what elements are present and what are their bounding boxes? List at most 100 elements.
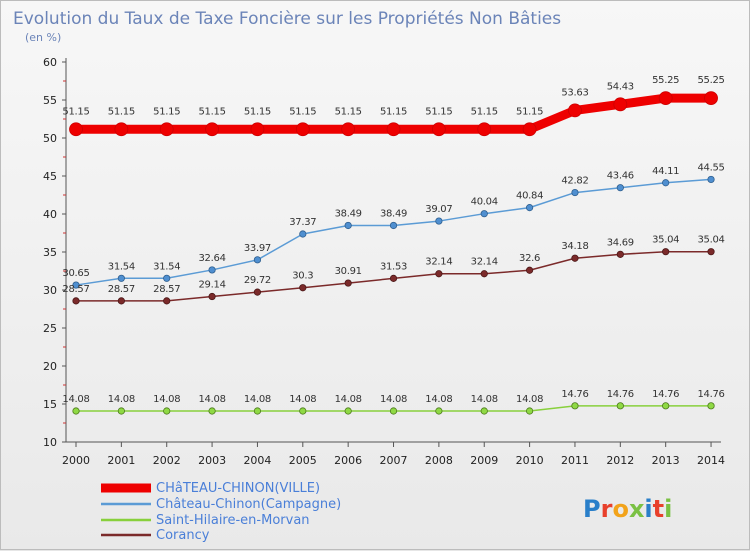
data-point — [159, 122, 174, 137]
logo-letter: i — [644, 495, 652, 523]
data-point — [707, 175, 715, 184]
data-point — [389, 407, 398, 415]
data-label: 44.11 — [652, 166, 679, 177]
data-point — [613, 97, 628, 112]
data-point — [205, 122, 219, 137]
data-label: 14.08 — [153, 394, 180, 405]
data-point — [163, 274, 171, 282]
data-point — [616, 184, 624, 192]
data-point — [117, 297, 125, 305]
x-tick-label: 2011 — [561, 454, 589, 467]
data-label: 37.37 — [289, 217, 316, 228]
data-label: 51.15 — [425, 106, 452, 117]
data-label: 32.14 — [425, 257, 452, 268]
data-label: 51.15 — [153, 106, 180, 117]
data-point — [295, 122, 310, 137]
data-point — [299, 284, 307, 292]
data-label: 14.08 — [380, 394, 407, 405]
data-label: 31.53 — [380, 261, 407, 272]
data-label: 32.64 — [199, 253, 226, 264]
data-point — [253, 288, 262, 296]
data-point — [72, 297, 80, 305]
data-label: 51.15 — [335, 106, 362, 117]
series-1: 30.65 31.54 31.54 32.64 33.97 37.37 38.49 38.49… — [62, 162, 725, 289]
legend: CHâTEAU-CHINON(VILLE)Château-Chinon(Camp… — [101, 481, 341, 543]
legend-label: Saint-Hilaire-en-Morvan — [156, 513, 310, 528]
data-point — [616, 402, 624, 410]
data-point — [431, 122, 446, 137]
x-tick-label: 2010 — [516, 454, 544, 467]
logo-letter: i — [664, 495, 672, 523]
series-0: 51.15 51.15 51.15 51.15 51.15 51.15 51.15 51.15… — [62, 75, 725, 137]
legend-label: Corancy — [156, 528, 210, 543]
data-label: 14.08 — [471, 394, 498, 405]
logo-letter: P — [583, 495, 601, 523]
y-tick-label: 30 — [43, 284, 57, 297]
data-label: 55.25 — [652, 75, 679, 86]
data-label: 30.91 — [335, 266, 362, 277]
data-point — [163, 297, 171, 305]
series-3: 28.57 28.57 28.57 29.14 29.72 30.3 30.91 31.53 3… — [62, 235, 725, 305]
data-label: 31.54 — [153, 261, 180, 272]
data-point — [341, 122, 356, 137]
data-label: 51.15 — [471, 106, 498, 117]
legend-label: CHâTEAU-CHINON(VILLE) — [156, 481, 320, 496]
logo-letter: t — [653, 495, 664, 523]
data-label: 51.15 — [380, 106, 407, 117]
y-tick-label: 35 — [43, 246, 57, 259]
data-label: 44.55 — [697, 162, 724, 173]
data-label: 14.08 — [244, 394, 271, 405]
data-label: 51.15 — [289, 106, 316, 117]
data-point — [480, 210, 488, 218]
data-label: 33.97 — [244, 243, 271, 254]
data-label: 14.08 — [425, 394, 452, 405]
data-label: 14.76 — [652, 389, 679, 400]
data-point — [525, 407, 534, 415]
y-tick-label: 45 — [43, 170, 57, 183]
axes: 10 15 20 25 30 35 40 45 50 55 60 2000 2001 2002 2003 20… — [43, 56, 725, 467]
x-tick-label: 2000 — [62, 454, 90, 467]
data-point — [253, 256, 262, 264]
data-point — [704, 91, 718, 105]
series-2: 14.08 14.08 14.08 14.08 14.08 14.08 14.08 14.08… — [62, 389, 725, 415]
data-point — [662, 402, 670, 410]
data-point — [435, 217, 443, 225]
data-label: 51.15 — [62, 106, 89, 117]
logo-letter: o — [612, 495, 629, 523]
data-point — [480, 270, 488, 278]
data-label: 51.15 — [244, 106, 271, 117]
data-point — [616, 250, 624, 258]
data-point — [480, 407, 488, 415]
data-point — [253, 407, 262, 415]
y-tick-label: 25 — [43, 322, 57, 335]
data-label: 34.69 — [607, 237, 634, 248]
data-point — [389, 221, 398, 230]
data-label: 39.07 — [425, 204, 452, 215]
y-tick-label: 50 — [43, 132, 57, 145]
data-point — [662, 179, 670, 187]
y-tick-label: 10 — [43, 436, 57, 449]
y-tick-label: 55 — [43, 94, 57, 107]
data-label: 34.18 — [561, 241, 588, 252]
data-point — [299, 230, 307, 238]
data-point — [250, 122, 265, 137]
data-label: 55.25 — [697, 75, 724, 86]
logo-letter: r — [601, 495, 613, 523]
data-label: 14.08 — [289, 394, 316, 405]
data-point — [477, 122, 492, 137]
data-label: 35.04 — [652, 235, 679, 246]
x-tick-label: 2012 — [606, 454, 634, 467]
data-label: 38.49 — [335, 208, 362, 219]
data-label: 28.57 — [108, 284, 135, 295]
data-point — [344, 407, 352, 415]
data-label: 51.15 — [199, 106, 226, 117]
data-label: 54.43 — [607, 81, 634, 92]
x-tick-label: 2006 — [334, 454, 362, 467]
y-tick-label: 15 — [43, 398, 57, 411]
data-label: 32.6 — [519, 253, 540, 264]
data-point — [662, 248, 670, 256]
data-label: 43.46 — [607, 171, 634, 182]
data-label: 30.65 — [62, 268, 89, 279]
data-point — [208, 266, 216, 274]
